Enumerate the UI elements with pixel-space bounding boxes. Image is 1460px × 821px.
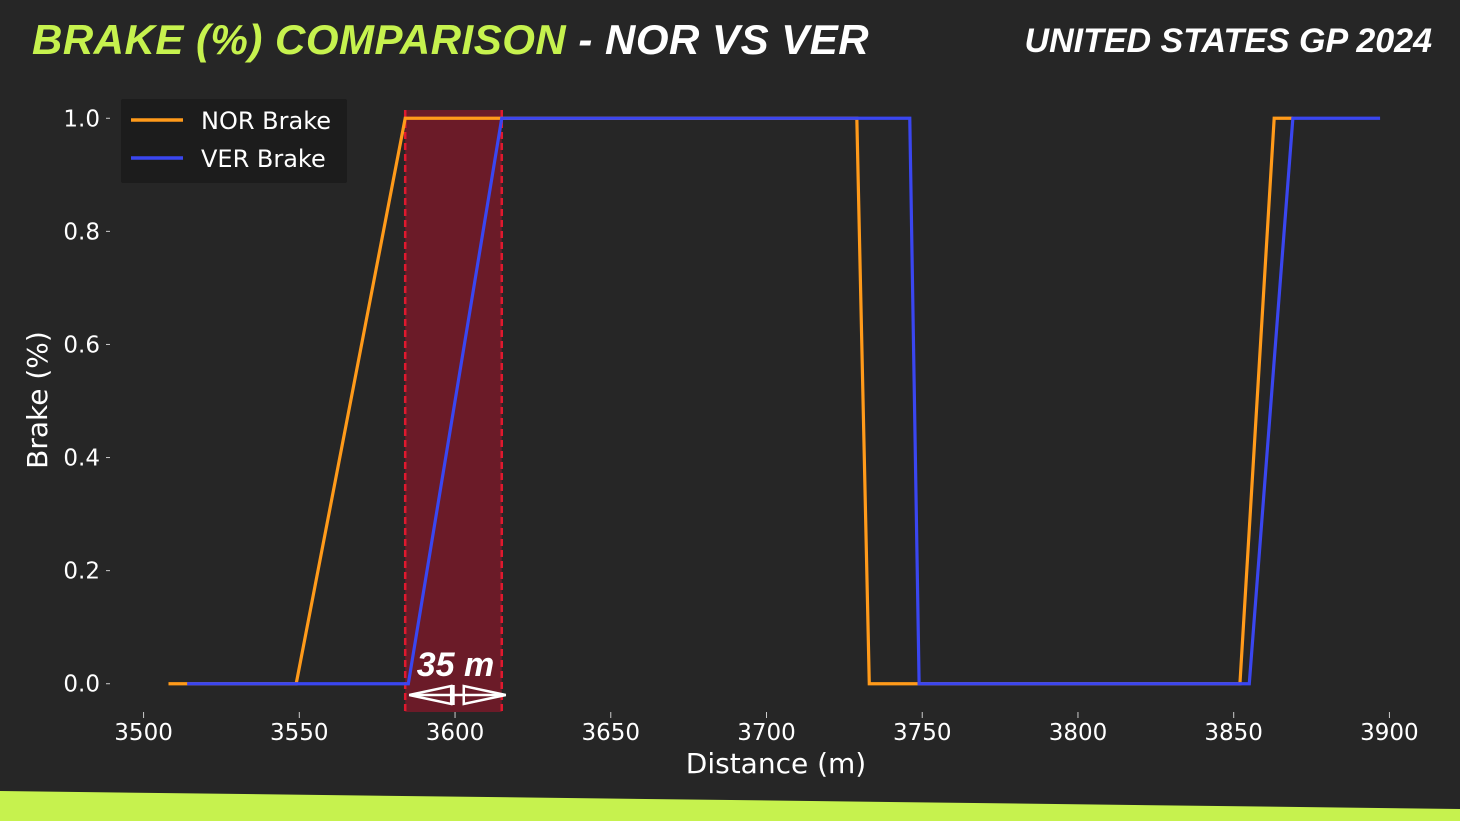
- chart-title-accent: BRAKE (%) COMPARISON: [32, 16, 567, 63]
- legend-label-ver: VER Brake: [201, 145, 326, 173]
- y-tick-label: 0.2: [63, 559, 100, 585]
- bottom-accent-bar: [0, 791, 1460, 821]
- x-axis-label: Distance (m): [686, 747, 866, 780]
- legend: NOR Brake VER Brake: [121, 99, 347, 183]
- chart-title-rest: - NOR VS VER: [566, 16, 870, 63]
- x-tick-label: 3700: [737, 720, 796, 746]
- x-tick-label: 3900: [1360, 720, 1419, 746]
- x-tick-label: 3800: [1049, 720, 1108, 746]
- gap-label: 35 m: [417, 646, 495, 684]
- event-title: UNITED STATES GP 2024: [1024, 22, 1432, 60]
- y-tick-label: 1.0: [63, 106, 100, 132]
- y-tick-label: 0.0: [63, 672, 100, 698]
- chart-title: BRAKE (%) COMPARISON - NOR VS VER: [32, 16, 869, 64]
- y-tick-label: 0.6: [63, 332, 100, 358]
- bottom-accent-shape: [0, 791, 1460, 821]
- y-tick-label: 0.4: [63, 446, 100, 472]
- x-tick-label: 3500: [114, 720, 173, 746]
- x-tick-label: 3850: [1204, 720, 1263, 746]
- x-tick-label: 3650: [581, 720, 640, 746]
- legend-label-nor: NOR Brake: [201, 107, 331, 135]
- y-tick-label: 0.8: [63, 219, 100, 245]
- series-line-nor: [168, 116, 1293, 686]
- x-tick-label: 3600: [426, 720, 485, 746]
- x-tick-label: 3550: [270, 720, 329, 746]
- gap-arrow-left-head: [408, 684, 453, 706]
- series-line-ver: [187, 116, 1381, 686]
- axes-layer: 3500 3550 3600 3650 3700 3750 3800 3850 3900 0.0 0…: [63, 106, 1418, 746]
- series-layer: [168, 116, 1381, 686]
- gap-arrow-right-head: [462, 684, 507, 706]
- annotation-layer: 35 m: [408, 646, 507, 706]
- x-tick-label: 3750: [893, 720, 952, 746]
- y-axis-label: Brake (%): [21, 331, 54, 469]
